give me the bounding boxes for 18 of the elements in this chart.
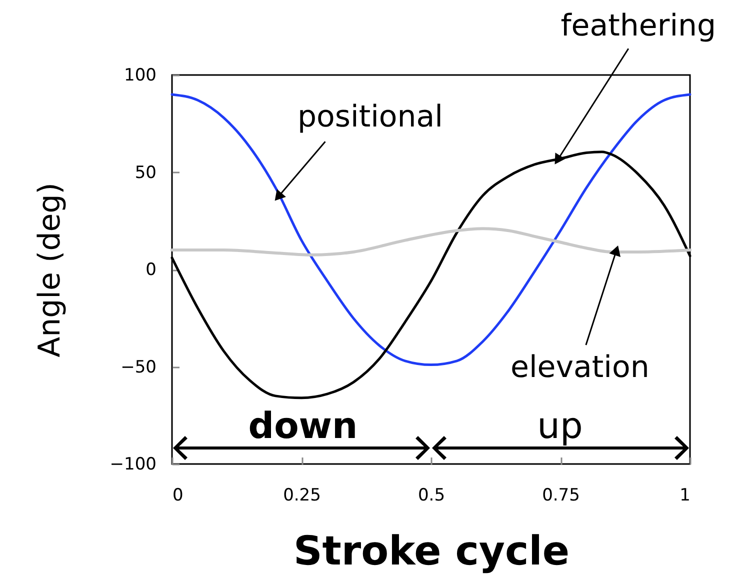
x-tick-label: 0: [172, 486, 184, 506]
annotation: down: [248, 406, 358, 447]
x-axis-title: Stroke cycle: [293, 528, 570, 574]
y-tick-label: 0: [146, 260, 156, 280]
y-tick-label: 100: [124, 66, 156, 86]
annotation: feathering: [560, 8, 716, 44]
y-tick-label: 50: [134, 162, 156, 183]
x-tick-label: 0.25: [283, 486, 321, 506]
annotation: up: [537, 406, 583, 447]
line-series: [170, 227, 692, 258]
annotation: elevation: [510, 350, 650, 385]
y-axis-title: Angle (deg): [32, 182, 68, 358]
x-tick-label: 1: [680, 486, 690, 506]
y-tick-label: −50: [120, 357, 156, 378]
annotation: positional: [297, 100, 443, 135]
y-tick-label: −100: [110, 454, 156, 474]
x-tick-label: 0.75: [542, 486, 580, 506]
x-tick-label: 0.5: [418, 486, 446, 506]
